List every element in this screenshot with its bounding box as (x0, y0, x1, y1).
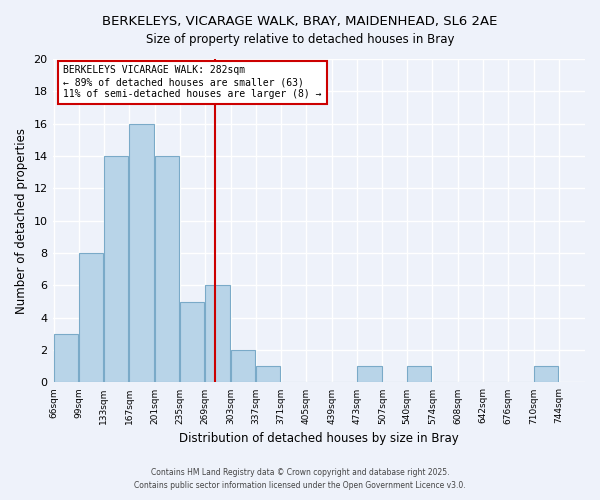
Bar (407, 366, 431, 382)
Bar (534, 366, 558, 382)
Y-axis label: Number of detached properties: Number of detached properties (15, 128, 28, 314)
Bar (358, 366, 382, 382)
Bar (54, 334, 79, 382)
Bar (180, 302, 204, 382)
X-axis label: Distribution of detached houses by size in Bray: Distribution of detached houses by size … (179, 432, 458, 445)
Bar (231, 350, 255, 382)
Text: BERKELEYS, VICARAGE WALK, BRAY, MAIDENHEAD, SL6 2AE: BERKELEYS, VICARAGE WALK, BRAY, MAIDENHE… (103, 15, 497, 28)
Text: BERKELEYS VICARAGE WALK: 282sqm
← 89% of detached houses are smaller (63)
11% of: BERKELEYS VICARAGE WALK: 282sqm ← 89% of… (63, 66, 322, 98)
Text: Size of property relative to detached houses in Bray: Size of property relative to detached ho… (146, 32, 454, 46)
Bar (79, 253, 103, 382)
Bar (205, 286, 230, 382)
Bar (256, 366, 280, 382)
Bar (104, 156, 128, 382)
Text: Contains HM Land Registry data © Crown copyright and database right 2025.
Contai: Contains HM Land Registry data © Crown c… (134, 468, 466, 489)
Bar (155, 156, 179, 382)
Bar (130, 124, 154, 382)
